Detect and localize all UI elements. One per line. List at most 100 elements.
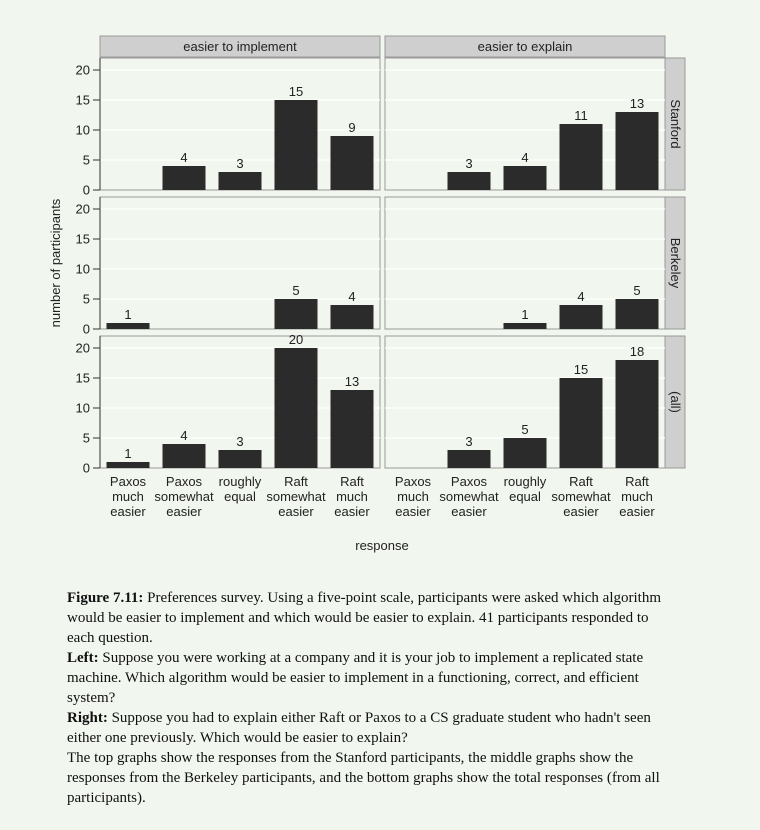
- bar: [162, 444, 206, 468]
- column-strip-label: easier to implement: [183, 39, 297, 54]
- caption-left: Left: Suppose you were working at a comp…: [67, 648, 677, 708]
- bar-value-label: 18: [630, 344, 644, 359]
- figure-caption: Figure 7.11: Preferences survey. Using a…: [67, 588, 677, 808]
- bar: [503, 323, 547, 329]
- bar-value-label: 5: [633, 283, 640, 298]
- bar: [447, 172, 491, 190]
- x-tick-label: easier: [451, 504, 487, 519]
- bar-value-label: 3: [236, 434, 243, 449]
- caption-left-label: Left:: [67, 650, 99, 666]
- bar-value-label: 13: [630, 96, 644, 111]
- caption-right-label: Right:: [67, 710, 108, 726]
- x-tick-label: much: [112, 489, 144, 504]
- bar: [106, 323, 150, 329]
- bar: [330, 305, 374, 329]
- caption-intro-text: Preferences survey. Using a five-point s…: [67, 590, 661, 646]
- bar-value-label: 4: [577, 289, 584, 304]
- row-strip-label: Stanford: [668, 99, 683, 148]
- x-tick-label: Raft: [625, 474, 649, 489]
- x-tick-label: much: [397, 489, 429, 504]
- bar-value-label: 5: [521, 422, 528, 437]
- bar: [615, 299, 659, 329]
- x-tick-label: roughly: [219, 474, 262, 489]
- x-tick-label: easier: [563, 504, 599, 519]
- x-tick-label: Paxos: [451, 474, 488, 489]
- bar-value-label: 9: [348, 120, 355, 135]
- x-tick-label: equal: [224, 489, 256, 504]
- y-tick-label: 5: [83, 431, 90, 446]
- y-tick-label: 20: [76, 202, 90, 217]
- bar-value-label: 1: [521, 307, 528, 322]
- y-tick-label: 10: [76, 401, 90, 416]
- caption-figure-label: Figure 7.11:: [67, 590, 144, 606]
- bar: [447, 450, 491, 468]
- bar-value-label: 3: [465, 434, 472, 449]
- x-tick-label: somewhat: [266, 489, 326, 504]
- bar: [274, 299, 318, 329]
- bar-value-label: 3: [465, 156, 472, 171]
- x-tick-label: somewhat: [551, 489, 611, 504]
- bar: [503, 438, 547, 468]
- caption-closing: The top graphs show the responses from t…: [67, 750, 660, 806]
- bar: [330, 136, 374, 190]
- bar: [615, 112, 659, 190]
- bar: [218, 172, 262, 190]
- row-strip-label: (all): [668, 391, 683, 413]
- x-tick-label: easier: [619, 504, 655, 519]
- x-tick-label: easier: [166, 504, 202, 519]
- caption-right: Right: Suppose you had to explain either…: [67, 708, 677, 748]
- x-tick-label: Paxos: [110, 474, 147, 489]
- x-tick-label: easier: [278, 504, 314, 519]
- x-tick-label: roughly: [504, 474, 547, 489]
- bar: [559, 378, 603, 468]
- x-tick-label: Paxos: [166, 474, 203, 489]
- y-tick-label: 20: [76, 341, 90, 356]
- x-tick-label: much: [336, 489, 368, 504]
- bar-value-label: 20: [289, 332, 303, 347]
- x-tick-label: Paxos: [395, 474, 432, 489]
- bar: [615, 360, 659, 468]
- column-strip-label: easier to explain: [478, 39, 573, 54]
- bar-value-label: 13: [345, 374, 359, 389]
- bar-value-label: 5: [292, 283, 299, 298]
- column-strip-1: [384, 35, 666, 58]
- bar: [274, 100, 318, 190]
- y-tick-label: 15: [76, 371, 90, 386]
- bar-value-label: 4: [180, 428, 187, 443]
- y-tick-label: 0: [83, 461, 90, 476]
- bar: [503, 166, 547, 190]
- y-tick-label: 15: [76, 93, 90, 108]
- x-tick-label: much: [621, 489, 653, 504]
- bar: [559, 124, 603, 190]
- bar-value-label: 1: [124, 446, 131, 461]
- caption-intro: Figure 7.11: Preferences survey. Using a…: [67, 588, 677, 648]
- bar-value-label: 4: [180, 150, 187, 165]
- x-tick-label: Raft: [569, 474, 593, 489]
- x-tick-label: easier: [110, 504, 146, 519]
- bar: [106, 462, 150, 468]
- row-strip-label: Berkeley: [668, 238, 683, 289]
- y-tick-label: 0: [83, 183, 90, 198]
- bar: [330, 390, 374, 468]
- bar-value-label: 1: [124, 307, 131, 322]
- bar: [559, 305, 603, 329]
- y-tick-label: 5: [83, 153, 90, 168]
- y-tick-label: 10: [76, 123, 90, 138]
- bar: [274, 348, 318, 468]
- column-strip-0: [99, 35, 381, 58]
- bar-value-label: 3: [236, 156, 243, 171]
- y-tick-label: 5: [83, 292, 90, 307]
- x-tick-label: easier: [334, 504, 370, 519]
- preferences-survey-chart: easier to implement easier to explain Stan…: [48, 35, 686, 553]
- y-axis-title: number of participants: [48, 198, 63, 327]
- bar-value-label: 4: [348, 289, 355, 304]
- y-tick-label: 10: [76, 262, 90, 277]
- bar-value-label: 11: [574, 108, 588, 123]
- x-tick-label: Raft: [340, 474, 364, 489]
- x-tick-label: Raft: [284, 474, 308, 489]
- caption-right-text: Suppose you had to explain either Raft o…: [67, 710, 651, 746]
- bar: [218, 450, 262, 468]
- x-axis-title: response: [355, 538, 408, 553]
- caption-left-text: Suppose you were working at a company an…: [67, 650, 644, 706]
- y-tick-label: 0: [83, 322, 90, 337]
